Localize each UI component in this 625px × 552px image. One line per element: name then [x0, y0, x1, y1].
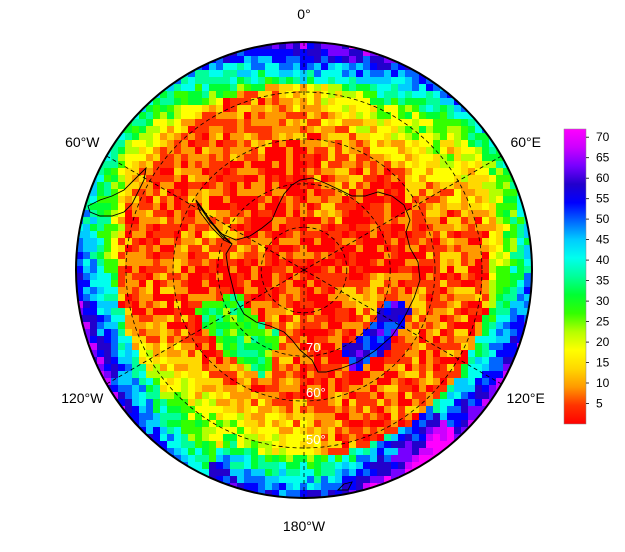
latitude-circle [260, 226, 348, 314]
colorbar-tick-label: 40 [596, 253, 610, 267]
colorbar-tick-label: 30 [596, 294, 610, 308]
colorbar-tick-label: 70 [596, 130, 610, 144]
colorbar-tick-label: 45 [596, 233, 610, 247]
antarctica-coastline [197, 177, 421, 373]
longitude-label: 60°W [65, 134, 100, 150]
longitude-line [303, 155, 502, 271]
graticule [106, 42, 502, 498]
latitude-label: 60° [306, 385, 326, 400]
longitude-line [106, 269, 305, 385]
longitude-labels: 0° 60°E 120°E 180°W 120°W 60°W [61, 6, 545, 534]
latitude-circle [125, 91, 483, 449]
colorbar-ramp [563, 128, 587, 425]
colorbar-tick-label: 50 [596, 212, 610, 226]
colorbar-tick-label: 10 [596, 376, 610, 390]
longitude-label: 0° [297, 6, 310, 22]
colorbar-tick-label: 35 [596, 274, 610, 288]
colorbar-tick-label: 20 [596, 335, 610, 349]
longitude-label: 180°W [283, 518, 326, 534]
colorbar: 5 10 15 20 25 30 35 40 45 50 55 60 65 70 [563, 128, 610, 425]
colorbar-tick-label: 60 [596, 171, 610, 185]
colorbar-tick-label: 65 [596, 151, 610, 165]
latitude-circle [172, 138, 436, 402]
south-america-coastline [87, 166, 147, 217]
colorbar-tick-label: 55 [596, 192, 610, 206]
colorbar-tick-label: 25 [596, 315, 610, 329]
latitude-label: 50° [306, 432, 326, 447]
longitude-label: 120°W [61, 390, 104, 406]
colorbar-tick-label: 5 [596, 397, 603, 411]
longitude-line [106, 155, 305, 271]
new-zealand-coastline [336, 481, 353, 491]
longitude-label: 120°E [507, 390, 545, 406]
longitude-label: 60°E [510, 134, 541, 150]
map-boundary [75, 41, 533, 499]
antarctic-peninsula [195, 199, 233, 245]
latitude-labels: 70 60° 50° [306, 340, 326, 447]
colorbar-tick-label: 15 [596, 356, 610, 370]
data-field [76, 42, 532, 498]
longitude-line [303, 269, 502, 385]
colorbar-ticks: 5 10 15 20 25 30 35 40 45 50 55 60 65 70 [586, 130, 610, 411]
latitude-label: 70 [306, 340, 320, 355]
